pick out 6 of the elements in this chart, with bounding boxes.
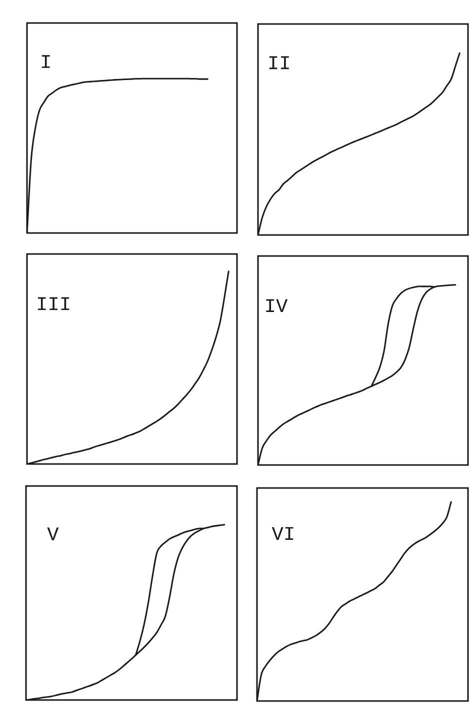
chart-title: I xyxy=(42,55,50,68)
chart-title: V xyxy=(47,527,59,540)
text: III xyxy=(38,297,70,310)
text: IV xyxy=(266,299,288,312)
text: VI xyxy=(272,527,294,540)
chart-title: II xyxy=(269,56,289,70)
